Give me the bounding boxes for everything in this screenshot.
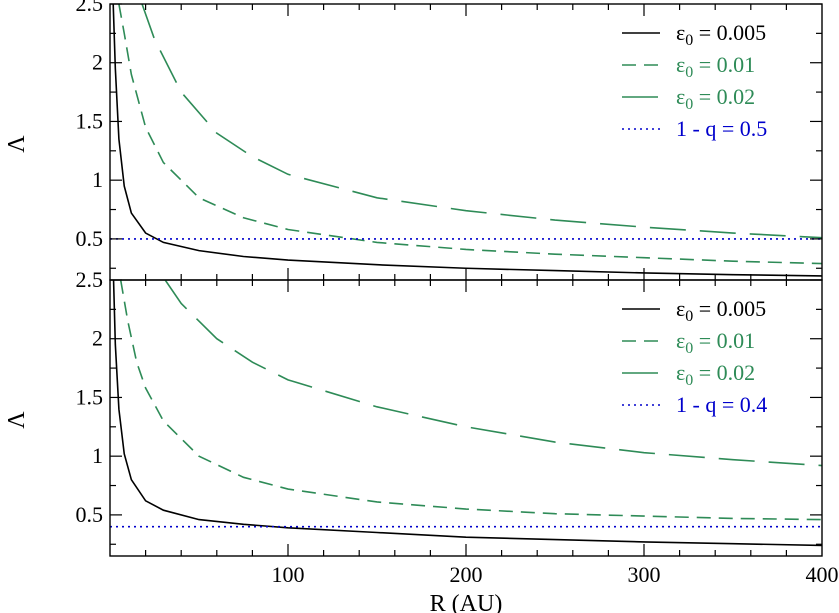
y-tick-label: 2.5	[76, 267, 104, 292]
series-group	[110, 4, 822, 277]
y-tick-label: 2	[92, 50, 103, 75]
y-axis-label: Λ	[4, 411, 30, 429]
legend: ε0 = 0.005 ε0 = 0.01 ε0 = 0.02 1 - q = 0.4	[622, 296, 767, 417]
series-group	[110, 280, 822, 547]
legend: ε0 = 0.005 ε0 = 0.01 ε0 = 0.02 1 - q = 0.5	[622, 20, 767, 141]
plot-frame	[109, 279, 823, 557]
series-line-2	[118, 4, 822, 265]
series-line-2	[119, 280, 822, 521]
legend-label: ε0 = 0.02	[676, 360, 755, 389]
x-axis-label: R (AU)	[430, 591, 503, 613]
legend-label: ε0 = 0.01	[676, 52, 755, 81]
y-tick-label: 1	[92, 443, 103, 468]
y-tick-label: 0.5	[76, 226, 104, 251]
panel-top: 0.5 1 1.5 2 2.5 Λε0 = 0.005 ε0 = 0.01 ε0 = 0.02…	[4, 0, 823, 281]
y-tick-label: 2	[92, 326, 103, 351]
x-tick-label: 200	[450, 562, 483, 587]
legend-label: 1 - q = 0.5	[676, 116, 767, 141]
legend-label: ε0 = 0.005	[676, 20, 766, 49]
y-tick-label: 1.5	[76, 108, 104, 133]
y-tick-label: 2.5	[76, 0, 104, 16]
y-tick-label: 1.5	[76, 384, 104, 409]
y-tick-label: 0.5	[76, 502, 104, 527]
legend-label: 1 - q = 0.4	[676, 392, 767, 417]
y-axis-label: Λ	[4, 135, 30, 153]
panel-bottom: 100 200 300 400 0.5 1 1.5 2 2.5 Λ R (AU) ε0 = 0.005…	[4, 267, 839, 613]
series-line-1	[112, 280, 822, 547]
legend-label: ε0 = 0.01	[676, 328, 755, 357]
legend-label: ε0 = 0.005	[676, 296, 766, 325]
series-line-1	[112, 4, 822, 277]
y-tick-label: 1	[92, 167, 103, 192]
legend-label: ε0 = 0.02	[676, 84, 755, 113]
x-tick-label: 100	[272, 562, 305, 587]
series-line-3	[164, 280, 822, 467]
x-tick-label: 300	[628, 562, 661, 587]
x-tick-label: 400	[806, 562, 839, 587]
series-line-3	[141, 4, 822, 239]
